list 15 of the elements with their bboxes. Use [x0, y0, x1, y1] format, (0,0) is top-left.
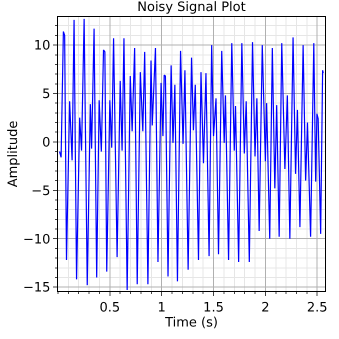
y-tick-label: 0: [42, 135, 50, 150]
x-axis-title: Time (s): [164, 316, 218, 331]
y-axis-title: Amplitude: [6, 120, 21, 188]
chart-title: Noisy Signal Plot: [137, 0, 246, 15]
y-tick-label: −15: [22, 280, 50, 296]
y-tick-label: −5: [31, 184, 50, 199]
x-tick-label: 0.5: [99, 300, 120, 316]
x-tick-label: 2.5: [306, 300, 328, 316]
y-tick-label: −10: [22, 232, 50, 248]
line-series: [58, 18, 324, 291]
x-tick-label: 1: [158, 300, 166, 316]
x-tick-label: 1.5: [203, 300, 224, 316]
y-tick-label: 10: [34, 38, 50, 54]
x-tick-label: 2: [261, 300, 270, 316]
y-tick-label: 5: [42, 87, 50, 102]
